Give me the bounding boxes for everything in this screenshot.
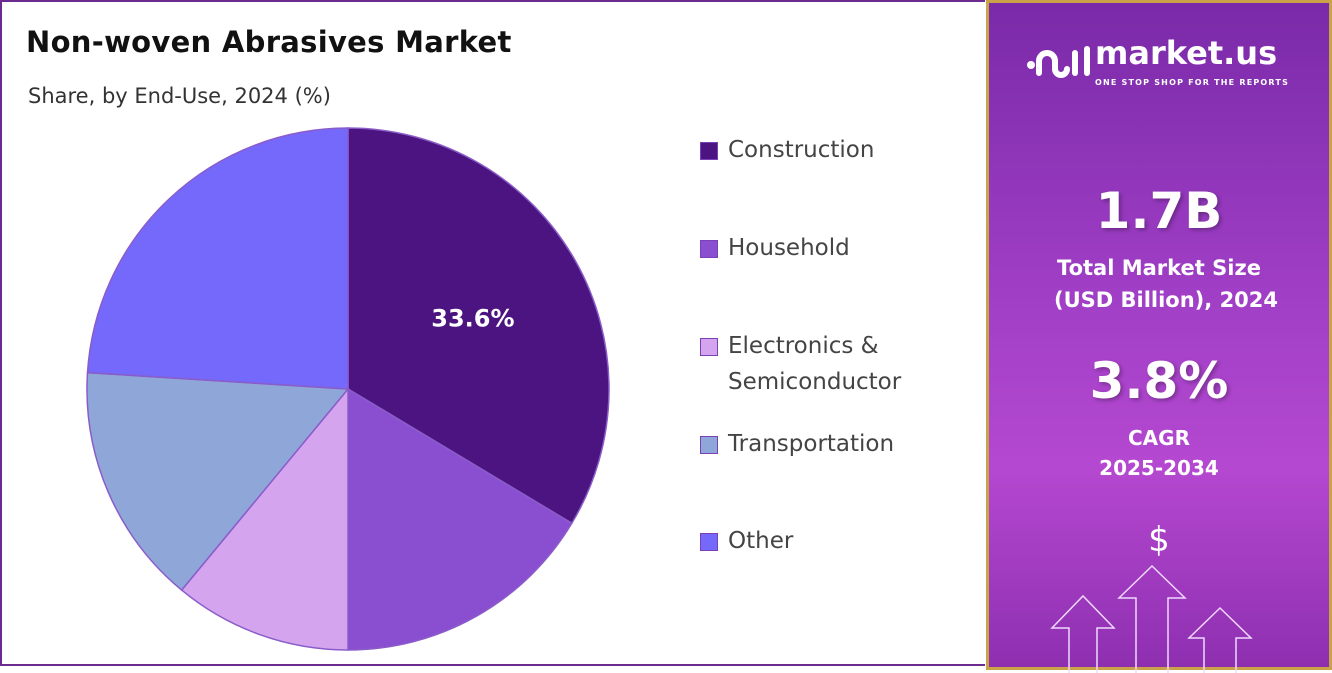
market-size-label-2: (USD Billion), 2024 bbox=[1053, 288, 1279, 312]
legend-label-line: Construction bbox=[728, 137, 875, 163]
cagr-value: 3.8% bbox=[1089, 352, 1229, 410]
pie-slice-electronics-semiconductor bbox=[180, 386, 349, 651]
legend-item: Electronics & Semiconductor bbox=[700, 328, 901, 400]
legend-label-line: Other bbox=[728, 528, 794, 554]
legend-item: Transportation bbox=[700, 426, 894, 462]
growth-arrows-icon bbox=[1050, 564, 1253, 673]
pie-slice-other bbox=[86, 127, 349, 390]
legend-item: Construction bbox=[700, 132, 874, 168]
legend-label: Other bbox=[728, 523, 793, 559]
brand-tagline: ONE STOP SHOP FOR THE REPORTS bbox=[1095, 78, 1290, 87]
legend-label-line: Electronics & bbox=[728, 333, 879, 359]
legend-swatch bbox=[700, 338, 718, 356]
info-panel: market.us ONE STOP SHOP FOR THE REPORTS … bbox=[986, 0, 1332, 673]
legend-label: Construction bbox=[728, 132, 874, 168]
legend-label: Household bbox=[728, 230, 850, 266]
cagr-period: 2025-2034 bbox=[1099, 456, 1219, 480]
legend-label-line: Household bbox=[728, 235, 850, 261]
legend-swatch bbox=[700, 142, 718, 160]
pie-slice-household bbox=[347, 387, 573, 651]
legend-label: Electronics & Semiconductor bbox=[728, 328, 901, 400]
brand-name: market.us bbox=[1095, 34, 1278, 72]
cagr-label: CAGR bbox=[1128, 426, 1190, 450]
legend-swatch bbox=[700, 240, 718, 258]
pie-slice-transportation bbox=[86, 371, 350, 592]
chart-title: Non-woven Abrasives Market bbox=[26, 25, 512, 59]
market-size-value: 1.7B bbox=[1095, 182, 1223, 240]
legend-label-line: Transportation bbox=[728, 431, 895, 457]
chart-subtitle: Share, by End-Use, 2024 (%) bbox=[28, 84, 331, 108]
legend-label-line: Semiconductor bbox=[728, 369, 902, 395]
legend-item: Household bbox=[700, 230, 850, 266]
pie-chart: 33.6% bbox=[86, 127, 610, 651]
dollar-icon: $ bbox=[1148, 520, 1170, 560]
logo: market.us ONE STOP SHOP FOR THE REPORTS bbox=[1025, 33, 1289, 89]
market-size-label-1: Total Market Size bbox=[1057, 256, 1261, 280]
data-label: 33.6% bbox=[431, 304, 514, 332]
chart-area: Non-woven Abrasives Market Share, by End… bbox=[0, 0, 985, 666]
legend-swatch bbox=[700, 533, 718, 551]
pie-slice-construction bbox=[347, 127, 610, 525]
market-us-logo-icon bbox=[1027, 46, 1090, 78]
legend-label: Transportation bbox=[728, 426, 894, 462]
legend-item: Other bbox=[700, 523, 793, 559]
legend-swatch bbox=[700, 436, 718, 454]
